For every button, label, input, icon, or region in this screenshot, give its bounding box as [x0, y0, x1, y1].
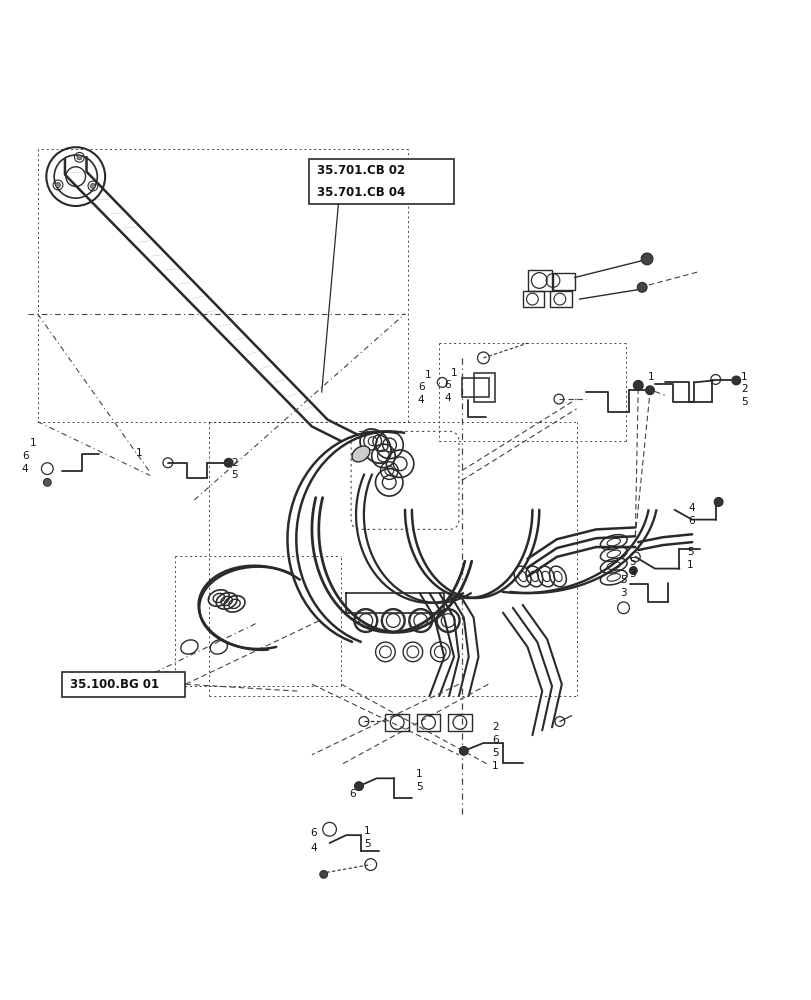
Text: 5: 5	[740, 397, 747, 407]
Text: 1: 1	[491, 761, 498, 771]
Circle shape	[714, 498, 722, 506]
Circle shape	[633, 380, 642, 390]
Bar	[473, 373, 495, 402]
Bar	[522, 291, 543, 307]
Text: 4: 4	[417, 395, 424, 405]
Text: 1: 1	[451, 368, 457, 378]
Text: 1: 1	[415, 769, 422, 779]
Bar	[309, 159, 453, 204]
Text: 2: 2	[231, 458, 238, 468]
Circle shape	[90, 184, 95, 188]
Bar	[448, 714, 471, 731]
Text: 3: 3	[619, 588, 626, 598]
Circle shape	[43, 478, 51, 486]
Text: 35.701.CB 04: 35.701.CB 04	[316, 186, 405, 199]
Text: 6: 6	[417, 382, 424, 392]
Bar	[527, 270, 551, 291]
Text: 5: 5	[629, 557, 635, 567]
Text: 4: 4	[310, 843, 316, 853]
Circle shape	[55, 183, 60, 187]
Circle shape	[641, 253, 652, 265]
Bar	[416, 714, 440, 731]
Text: 4: 4	[688, 503, 694, 513]
Circle shape	[645, 386, 654, 395]
Bar	[385, 714, 409, 731]
Text: 6: 6	[310, 828, 316, 838]
Ellipse shape	[351, 446, 369, 462]
Text: 1: 1	[740, 372, 747, 382]
Bar	[62, 672, 185, 697]
Text: 5: 5	[686, 547, 693, 557]
Text: 4: 4	[22, 464, 28, 474]
Text: 1: 1	[30, 438, 36, 448]
Text: 5: 5	[415, 782, 422, 792]
Text: 5: 5	[231, 471, 238, 481]
Bar	[552, 273, 574, 290]
Text: 1: 1	[135, 448, 142, 458]
Text: 6: 6	[688, 516, 694, 526]
Circle shape	[459, 746, 468, 755]
Text: 5: 5	[619, 575, 626, 585]
Text: 4: 4	[444, 393, 450, 403]
Text: 35.701.CB 02: 35.701.CB 02	[316, 164, 405, 177]
Circle shape	[354, 782, 363, 791]
Circle shape	[629, 567, 637, 574]
Text: 2: 2	[740, 384, 747, 394]
Text: 6: 6	[491, 735, 498, 745]
Text: 6: 6	[349, 789, 355, 799]
Text: 1: 1	[424, 370, 431, 380]
Text: 3: 3	[629, 569, 635, 579]
Text: 1: 1	[363, 826, 370, 836]
Text: 35.100.BG 01: 35.100.BG 01	[70, 678, 159, 691]
Bar	[549, 291, 571, 307]
Text: 6: 6	[22, 451, 28, 461]
Text: 6: 6	[444, 380, 450, 390]
Text: 5: 5	[363, 839, 370, 849]
Circle shape	[320, 870, 327, 878]
Text: 1: 1	[686, 560, 693, 570]
Circle shape	[731, 376, 740, 385]
Text: 1: 1	[647, 372, 654, 382]
Bar	[461, 377, 489, 397]
Circle shape	[224, 458, 233, 467]
Circle shape	[77, 155, 82, 160]
Circle shape	[637, 282, 646, 292]
Text: 5: 5	[491, 748, 498, 758]
Text: 2: 2	[491, 722, 498, 732]
